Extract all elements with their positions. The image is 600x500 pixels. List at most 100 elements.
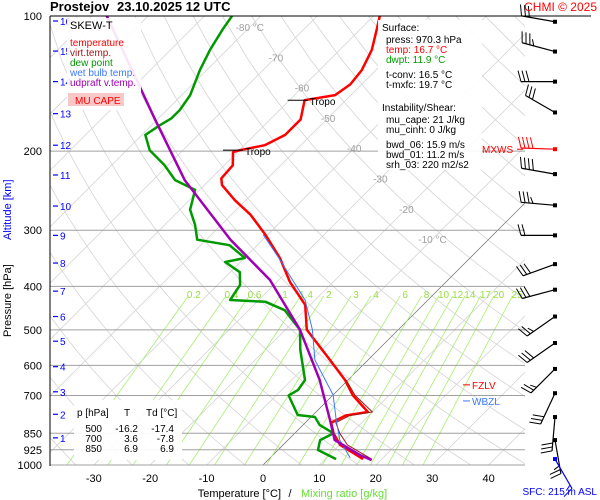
table-row: 500 -16.2 -17.4 [85,424,174,435]
wind-barb-dot [553,457,557,462]
table-cell: 850 [85,444,102,455]
altitude-tick-label: 2 [60,410,66,421]
isotherm-line [50,16,262,228]
wind-barb-feather [523,5,526,17]
wind-barb-dot [553,341,557,346]
wind-barbs [515,4,573,497]
wind-barb-feather [550,473,562,479]
wind-barb-staff [530,368,556,394]
wind-barb-feather [517,136,522,149]
wind-barb-staff [525,94,556,113]
wind-barb-feather [530,417,543,421]
pressure-tick-label: 500 [24,325,42,337]
wind-barb-staff [526,316,556,337]
mu-cape-swatch [68,93,124,106]
temperature-tick-label: 30 [426,473,438,485]
wind-barb-staff [540,392,556,425]
wind-barb-feather [525,137,530,149]
wind-barb [525,84,557,115]
bwd-06: bwd_06: 15.9 m/s [386,140,465,151]
x-axis-separator: / [288,488,292,500]
wbzl-label: WBZL [472,397,500,408]
wind-barb-staff [521,201,556,206]
table-header-p: p [hPa] [77,408,109,419]
altitude-tick-label: 1 [60,434,66,445]
table-cell: -7.8 [157,434,175,445]
wind-barb-dot [553,49,557,54]
dry-adiabat-line [222,16,525,332]
mixing-ratio-line [340,295,440,465]
wind-barb-dot [553,19,557,24]
wind-barb-feather [529,137,534,149]
isotherm-line [149,89,525,465]
wind-barb-feather [522,191,526,203]
wind-barb-staff [551,416,556,451]
wind-barb-feather [528,86,533,98]
temperature-tick-label: 20 [370,473,382,485]
x-axis-title-2: Mixing ratio [g/kg] [301,488,387,500]
wind-barb [521,31,557,54]
surface-title: Surface: [382,23,419,34]
altitude-tick-label: 8 [60,259,66,270]
mixing-ratio-line [356,295,454,465]
legend: SKEW-T temperature virt.temp. dew point … [67,18,141,110]
table-row: 700 3.6 -7.8 [85,434,174,445]
table-cell: 700 [85,434,102,445]
wind-barb-feather [530,384,537,388]
wind-barb [540,415,557,454]
virt-temp-line [335,379,373,460]
wind-barb-feather [524,350,535,359]
x-axis-title: Temperature [°C] [198,488,281,500]
pressure-tick-label: 850 [24,428,42,440]
mu-cinh: mu_cinh: 0 J/kg [386,125,456,136]
profile-series [105,16,382,462]
isotherm-label: -50 [321,114,336,125]
wind-barb [519,156,557,177]
wind-barb-feather [527,5,530,18]
wind-barb-dot [553,79,557,84]
mixing-ratio-labels: 0.2 0.4 0.6 1 1.4 2 3 4 6 8 10 12 14 17 20 25 [187,290,523,301]
isotherm-label: -30 [373,175,388,186]
mixing-ratio-label: 4 [373,290,379,301]
y-axis-title: Pressure [hPa] [2,264,14,337]
wind-barb-dot [553,233,557,238]
wind-barb [517,224,557,238]
pressure-tick-label: 100 [24,11,42,23]
wind-barb-feather [521,224,526,236]
udpraft-v-temp-line [105,16,373,462]
legend-title: SKEW-T [70,20,113,32]
wind-barb-feather [540,450,553,454]
pressure-tick-label: 400 [24,281,42,293]
wind-barb-feather [521,352,531,361]
isotherm-line [375,315,525,465]
wind-barb [517,70,557,84]
sfc-elevation: SFC: 215 m ASL [523,487,598,498]
dew-point-line [144,16,337,461]
table-cell: -16.2 [115,424,138,435]
isotherm-label: -70 [269,53,284,64]
wind-barb-dot [553,287,557,292]
level-markers: FZLV WBZL MXWS [463,145,523,408]
isotherm-line [319,258,525,465]
wind-barb-dot [553,415,557,420]
wind-barb-feather [519,287,527,298]
surface-press: press: 970.3 hPa [386,35,462,46]
mixing-ratio-line [370,295,466,465]
wind-barb-feather [523,384,535,391]
wind-barb-feather [521,70,526,82]
bwd-01: bwd_01: 11.2 m/s [386,150,464,161]
mixing-ratio-label: 1 [282,290,288,301]
mixing-ratio-line [422,295,513,465]
table-cell: 6.9 [124,444,138,455]
credit: CHMI © 2025 [524,0,597,14]
wind-barb [529,391,557,425]
temperature-tick-label: 10 [313,473,325,485]
isotherm-label: -80 °C [236,23,264,34]
wind-barb-feather [565,484,571,491]
wind-barb-feather [520,386,532,394]
table-header-t: T [124,408,130,419]
pressure-tick-label: 925 [24,445,42,457]
wind-barb-feather [521,326,531,335]
